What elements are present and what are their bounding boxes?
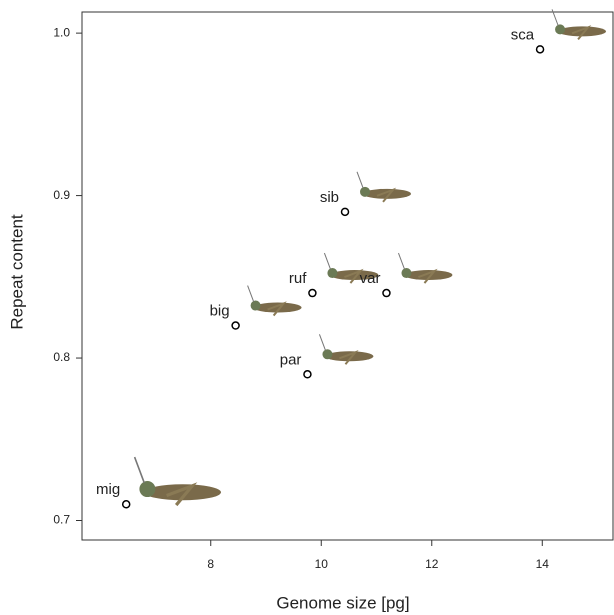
grasshopper-head	[250, 300, 261, 311]
point	[340, 207, 350, 217]
grasshopper-leg	[267, 301, 287, 317]
grasshopper-leg	[166, 482, 198, 507]
point	[231, 321, 240, 330]
grasshopper-leg	[418, 268, 438, 284]
grasshopper-head	[360, 186, 371, 197]
grasshopper-head	[139, 481, 156, 498]
x-axis-title: Genome size [pg]	[276, 593, 409, 612]
y-tick-label: 0.7	[53, 513, 70, 527]
grasshopper-leg	[571, 25, 592, 41]
grasshopper-icon	[323, 252, 379, 284]
plot-frame	[81, 11, 614, 541]
x-tick-label: 12	[425, 557, 439, 571]
point	[303, 370, 312, 379]
grasshopper-body	[330, 270, 379, 281]
x-tick-label: 10	[315, 557, 329, 571]
grasshopper-body	[253, 302, 302, 313]
grasshopper-antenna	[247, 285, 255, 302]
grasshopper-antenna	[551, 9, 559, 26]
grasshopper-icon	[133, 456, 222, 507]
grasshopper-body	[325, 351, 374, 362]
grasshopper-body	[363, 188, 412, 199]
grasshopper-body	[558, 26, 607, 37]
grasshopper-leg	[376, 187, 397, 203]
grasshopper-body	[404, 270, 453, 281]
y-tick-label: 0.8	[53, 350, 70, 364]
point-label: ruf	[289, 270, 307, 287]
grasshopper-icon	[318, 334, 374, 365]
grasshopper-head	[401, 268, 412, 279]
point-label: big	[210, 303, 230, 320]
point-label: var	[360, 270, 381, 287]
grasshopper-icon	[247, 285, 302, 317]
grasshopper-antenna	[397, 252, 405, 270]
point	[308, 288, 317, 298]
point-label: sib	[320, 189, 339, 206]
point	[382, 288, 391, 298]
point-label: sca	[511, 26, 535, 43]
x-tick-label: 14	[536, 557, 550, 571]
grasshopper-head	[322, 349, 333, 360]
y-tick-label: 1.0	[53, 25, 70, 39]
x-tick-label: 8	[207, 557, 214, 571]
point	[535, 45, 545, 54]
grasshopper-leg	[344, 268, 364, 284]
point-label: par	[280, 351, 302, 368]
grasshopper-head	[555, 24, 566, 35]
point	[121, 500, 131, 509]
grasshopper-icon	[356, 171, 412, 203]
point-label: mig	[96, 481, 120, 498]
grasshopper-antenna	[356, 171, 364, 189]
y-tick-label: 0.9	[53, 188, 70, 202]
grasshopper-head	[327, 268, 338, 279]
grasshopper-body	[144, 484, 222, 501]
grasshopper-antenna	[323, 252, 331, 270]
grasshopper-antenna	[133, 456, 145, 483]
grasshopper-leg	[339, 350, 359, 365]
y-axis-title: Repeat content	[7, 214, 26, 330]
grasshopper-icon	[551, 9, 607, 41]
grasshopper-icon	[397, 252, 453, 284]
grasshopper-antenna	[318, 334, 326, 351]
